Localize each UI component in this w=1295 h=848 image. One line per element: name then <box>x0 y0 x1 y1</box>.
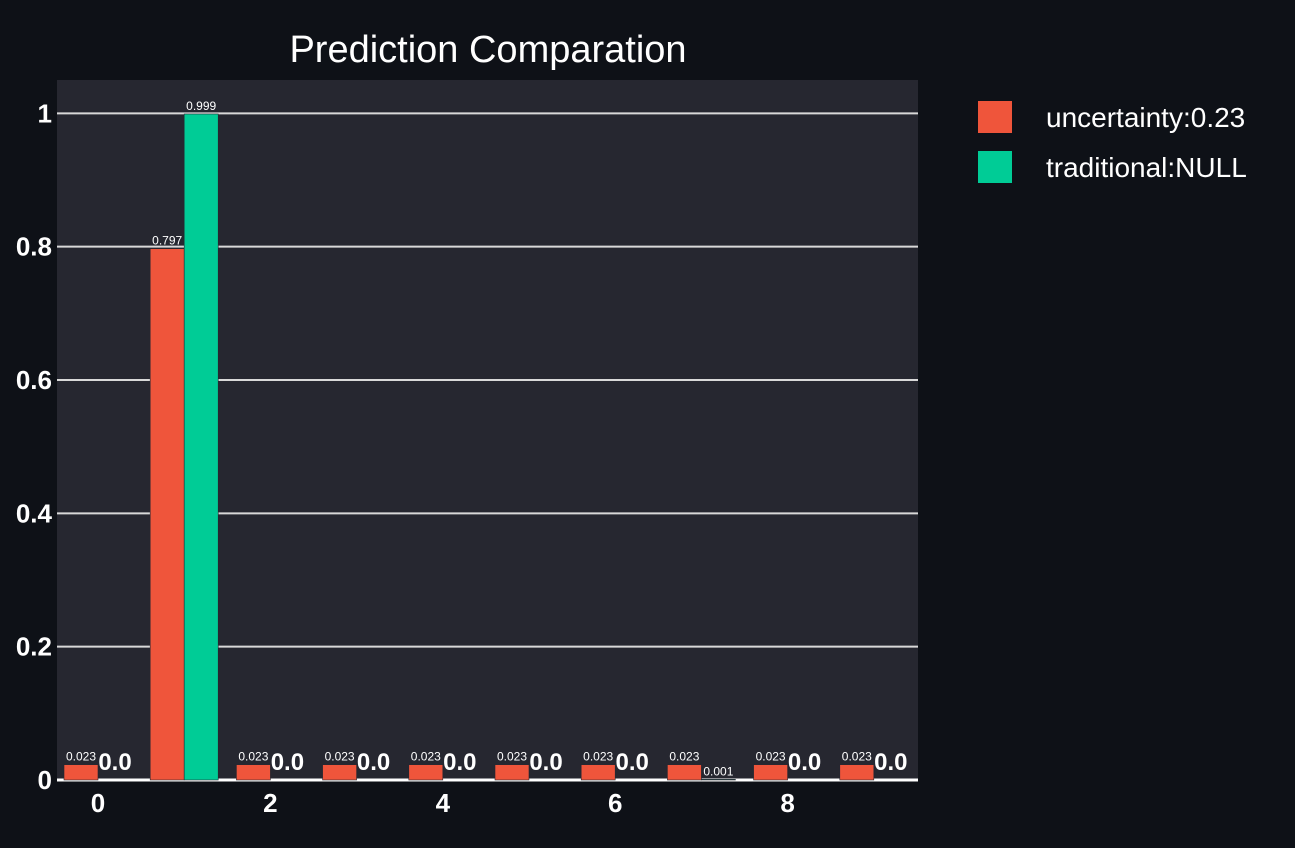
x-tick-label: 0 <box>91 788 105 818</box>
data-label-traditional-8: 0.0 <box>788 749 821 776</box>
data-label-uncertainty-0: 0.023 <box>66 750 96 764</box>
x-tick-label: 2 <box>263 788 277 818</box>
bar-uncertainty-1[interactable] <box>149 248 185 781</box>
legend-swatch <box>978 151 1012 183</box>
y-tick-label: 0.2 <box>16 632 52 662</box>
bar-uncertainty-6[interactable] <box>580 764 616 781</box>
data-label-uncertainty-6: 0.023 <box>583 750 613 764</box>
bar-uncertainty-9[interactable] <box>839 764 875 781</box>
y-tick-label: 1 <box>38 98 52 128</box>
x-tick-label: 4 <box>436 788 451 818</box>
data-label-uncertainty-8: 0.023 <box>756 750 786 764</box>
y-axis-ticks: 0 0.2 0.4 0.6 0.8 1 <box>16 98 53 795</box>
legend-swatch <box>978 101 1012 133</box>
x-tick-label: 6 <box>608 788 622 818</box>
data-label-traditional-5: 0.0 <box>529 749 562 776</box>
bar-uncertainty-7[interactable] <box>667 764 702 781</box>
data-label-traditional-1: 0.999 <box>186 99 216 113</box>
y-tick-label: 0.4 <box>16 498 53 528</box>
bar-uncertainty-4[interactable] <box>408 764 444 781</box>
data-label-traditional-0: 0.0 <box>98 749 131 776</box>
y-tick-label: 0.8 <box>16 232 52 262</box>
bar-traditional-7[interactable] <box>701 779 736 781</box>
data-label-uncertainty-9: 0.023 <box>842 750 872 764</box>
data-label-uncertainty-2: 0.023 <box>238 750 268 764</box>
bar-uncertainty-0[interactable] <box>63 764 99 781</box>
y-tick-label: 0 <box>38 765 52 795</box>
y-tick-label: 0.6 <box>16 365 52 395</box>
data-label-uncertainty-1: 0.797 <box>152 234 182 248</box>
data-label-traditional-3: 0.0 <box>357 749 390 776</box>
data-label-uncertainty-4: 0.023 <box>411 750 441 764</box>
data-label-traditional-7: 0.001 <box>703 764 733 778</box>
bar-uncertainty-2[interactable] <box>236 764 271 781</box>
bar-uncertainty-5[interactable] <box>494 764 530 781</box>
data-label-traditional-6: 0.0 <box>616 749 649 776</box>
legend-item-traditional[interactable]: traditional:NULL <box>978 151 1247 183</box>
data-label-uncertainty-5: 0.023 <box>497 750 527 764</box>
data-label-uncertainty-3: 0.023 <box>325 750 355 764</box>
chart-title: Prediction Comparation <box>289 29 686 71</box>
bars <box>63 113 875 781</box>
legend-label: uncertainty:0.23 <box>1046 102 1245 133</box>
x-axis-ticks: 0 2 4 6 8 <box>91 788 795 818</box>
data-label-traditional-2: 0.0 <box>271 749 304 776</box>
bar-traditional-1[interactable] <box>183 113 219 781</box>
data-label-traditional-4: 0.0 <box>443 749 476 776</box>
data-label-uncertainty-7: 0.023 <box>669 750 699 764</box>
data-labels: 0.023 0.797 0.023 0.023 0.023 0.023 0.023 0.023… <box>66 99 908 778</box>
bar-uncertainty-3[interactable] <box>322 764 357 781</box>
bar-uncertainty-8[interactable] <box>753 764 788 781</box>
legend-item-uncertainty[interactable]: uncertainty:0.23 <box>978 101 1245 133</box>
data-label-traditional-9: 0.0 <box>874 749 907 776</box>
legend: uncertainty:0.23 traditional:NULL <box>978 101 1247 183</box>
x-tick-label: 8 <box>780 788 794 818</box>
legend-label: traditional:NULL <box>1046 152 1247 183</box>
